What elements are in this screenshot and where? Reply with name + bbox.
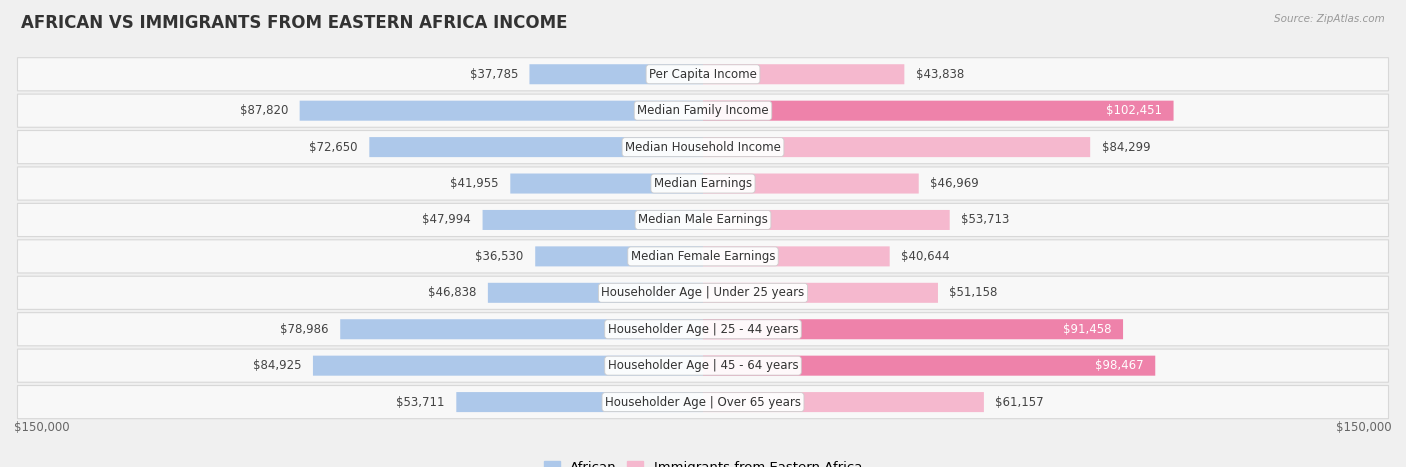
Text: Median Earnings: Median Earnings xyxy=(654,177,752,190)
Text: $40,644: $40,644 xyxy=(901,250,950,263)
Text: $51,158: $51,158 xyxy=(949,286,998,299)
FancyBboxPatch shape xyxy=(510,174,703,193)
FancyBboxPatch shape xyxy=(17,167,1389,200)
FancyBboxPatch shape xyxy=(314,356,703,375)
Text: Source: ZipAtlas.com: Source: ZipAtlas.com xyxy=(1274,14,1385,24)
Text: Median Household Income: Median Household Income xyxy=(626,141,780,154)
Text: AFRICAN VS IMMIGRANTS FROM EASTERN AFRICA INCOME: AFRICAN VS IMMIGRANTS FROM EASTERN AFRIC… xyxy=(21,14,568,32)
FancyBboxPatch shape xyxy=(703,210,949,230)
Text: $41,955: $41,955 xyxy=(450,177,499,190)
FancyBboxPatch shape xyxy=(703,392,984,412)
FancyBboxPatch shape xyxy=(17,94,1389,127)
Text: $53,713: $53,713 xyxy=(962,213,1010,226)
Text: $53,711: $53,711 xyxy=(396,396,444,409)
Text: $98,467: $98,467 xyxy=(1095,359,1143,372)
Text: $150,000: $150,000 xyxy=(1336,421,1392,434)
FancyBboxPatch shape xyxy=(17,131,1389,163)
FancyBboxPatch shape xyxy=(17,58,1389,91)
Text: Householder Age | Under 25 years: Householder Age | Under 25 years xyxy=(602,286,804,299)
Text: $37,785: $37,785 xyxy=(470,68,517,81)
Text: $87,820: $87,820 xyxy=(240,104,288,117)
Text: $72,650: $72,650 xyxy=(309,141,359,154)
FancyBboxPatch shape xyxy=(536,247,703,266)
FancyBboxPatch shape xyxy=(457,392,703,412)
FancyBboxPatch shape xyxy=(340,319,703,339)
FancyBboxPatch shape xyxy=(703,319,1123,339)
Text: $46,838: $46,838 xyxy=(427,286,477,299)
FancyBboxPatch shape xyxy=(703,64,904,84)
FancyBboxPatch shape xyxy=(530,64,703,84)
Text: Householder Age | 25 - 44 years: Householder Age | 25 - 44 years xyxy=(607,323,799,336)
FancyBboxPatch shape xyxy=(17,276,1389,309)
FancyBboxPatch shape xyxy=(370,137,703,157)
FancyBboxPatch shape xyxy=(482,210,703,230)
Text: $78,986: $78,986 xyxy=(280,323,329,336)
FancyBboxPatch shape xyxy=(17,313,1389,346)
Text: $150,000: $150,000 xyxy=(14,421,70,434)
Text: $61,157: $61,157 xyxy=(995,396,1045,409)
FancyBboxPatch shape xyxy=(17,240,1389,273)
Text: Median Female Earnings: Median Female Earnings xyxy=(631,250,775,263)
Text: $36,530: $36,530 xyxy=(475,250,524,263)
Text: Householder Age | 45 - 64 years: Householder Age | 45 - 64 years xyxy=(607,359,799,372)
Text: Median Male Earnings: Median Male Earnings xyxy=(638,213,768,226)
Text: Median Family Income: Median Family Income xyxy=(637,104,769,117)
FancyBboxPatch shape xyxy=(17,349,1389,382)
FancyBboxPatch shape xyxy=(488,283,703,303)
FancyBboxPatch shape xyxy=(299,101,703,120)
Legend: African, Immigrants from Eastern Africa: African, Immigrants from Eastern Africa xyxy=(538,456,868,467)
Text: $84,925: $84,925 xyxy=(253,359,301,372)
Text: Householder Age | Over 65 years: Householder Age | Over 65 years xyxy=(605,396,801,409)
Text: $91,458: $91,458 xyxy=(1063,323,1112,336)
Text: $47,994: $47,994 xyxy=(422,213,471,226)
FancyBboxPatch shape xyxy=(703,174,918,193)
Text: $43,838: $43,838 xyxy=(915,68,965,81)
FancyBboxPatch shape xyxy=(703,137,1090,157)
Text: Per Capita Income: Per Capita Income xyxy=(650,68,756,81)
FancyBboxPatch shape xyxy=(17,386,1389,418)
FancyBboxPatch shape xyxy=(703,247,890,266)
FancyBboxPatch shape xyxy=(703,283,938,303)
FancyBboxPatch shape xyxy=(17,204,1389,236)
Text: $84,299: $84,299 xyxy=(1102,141,1150,154)
FancyBboxPatch shape xyxy=(703,101,1174,120)
Text: $102,451: $102,451 xyxy=(1107,104,1163,117)
Text: $46,969: $46,969 xyxy=(931,177,979,190)
FancyBboxPatch shape xyxy=(703,356,1156,375)
